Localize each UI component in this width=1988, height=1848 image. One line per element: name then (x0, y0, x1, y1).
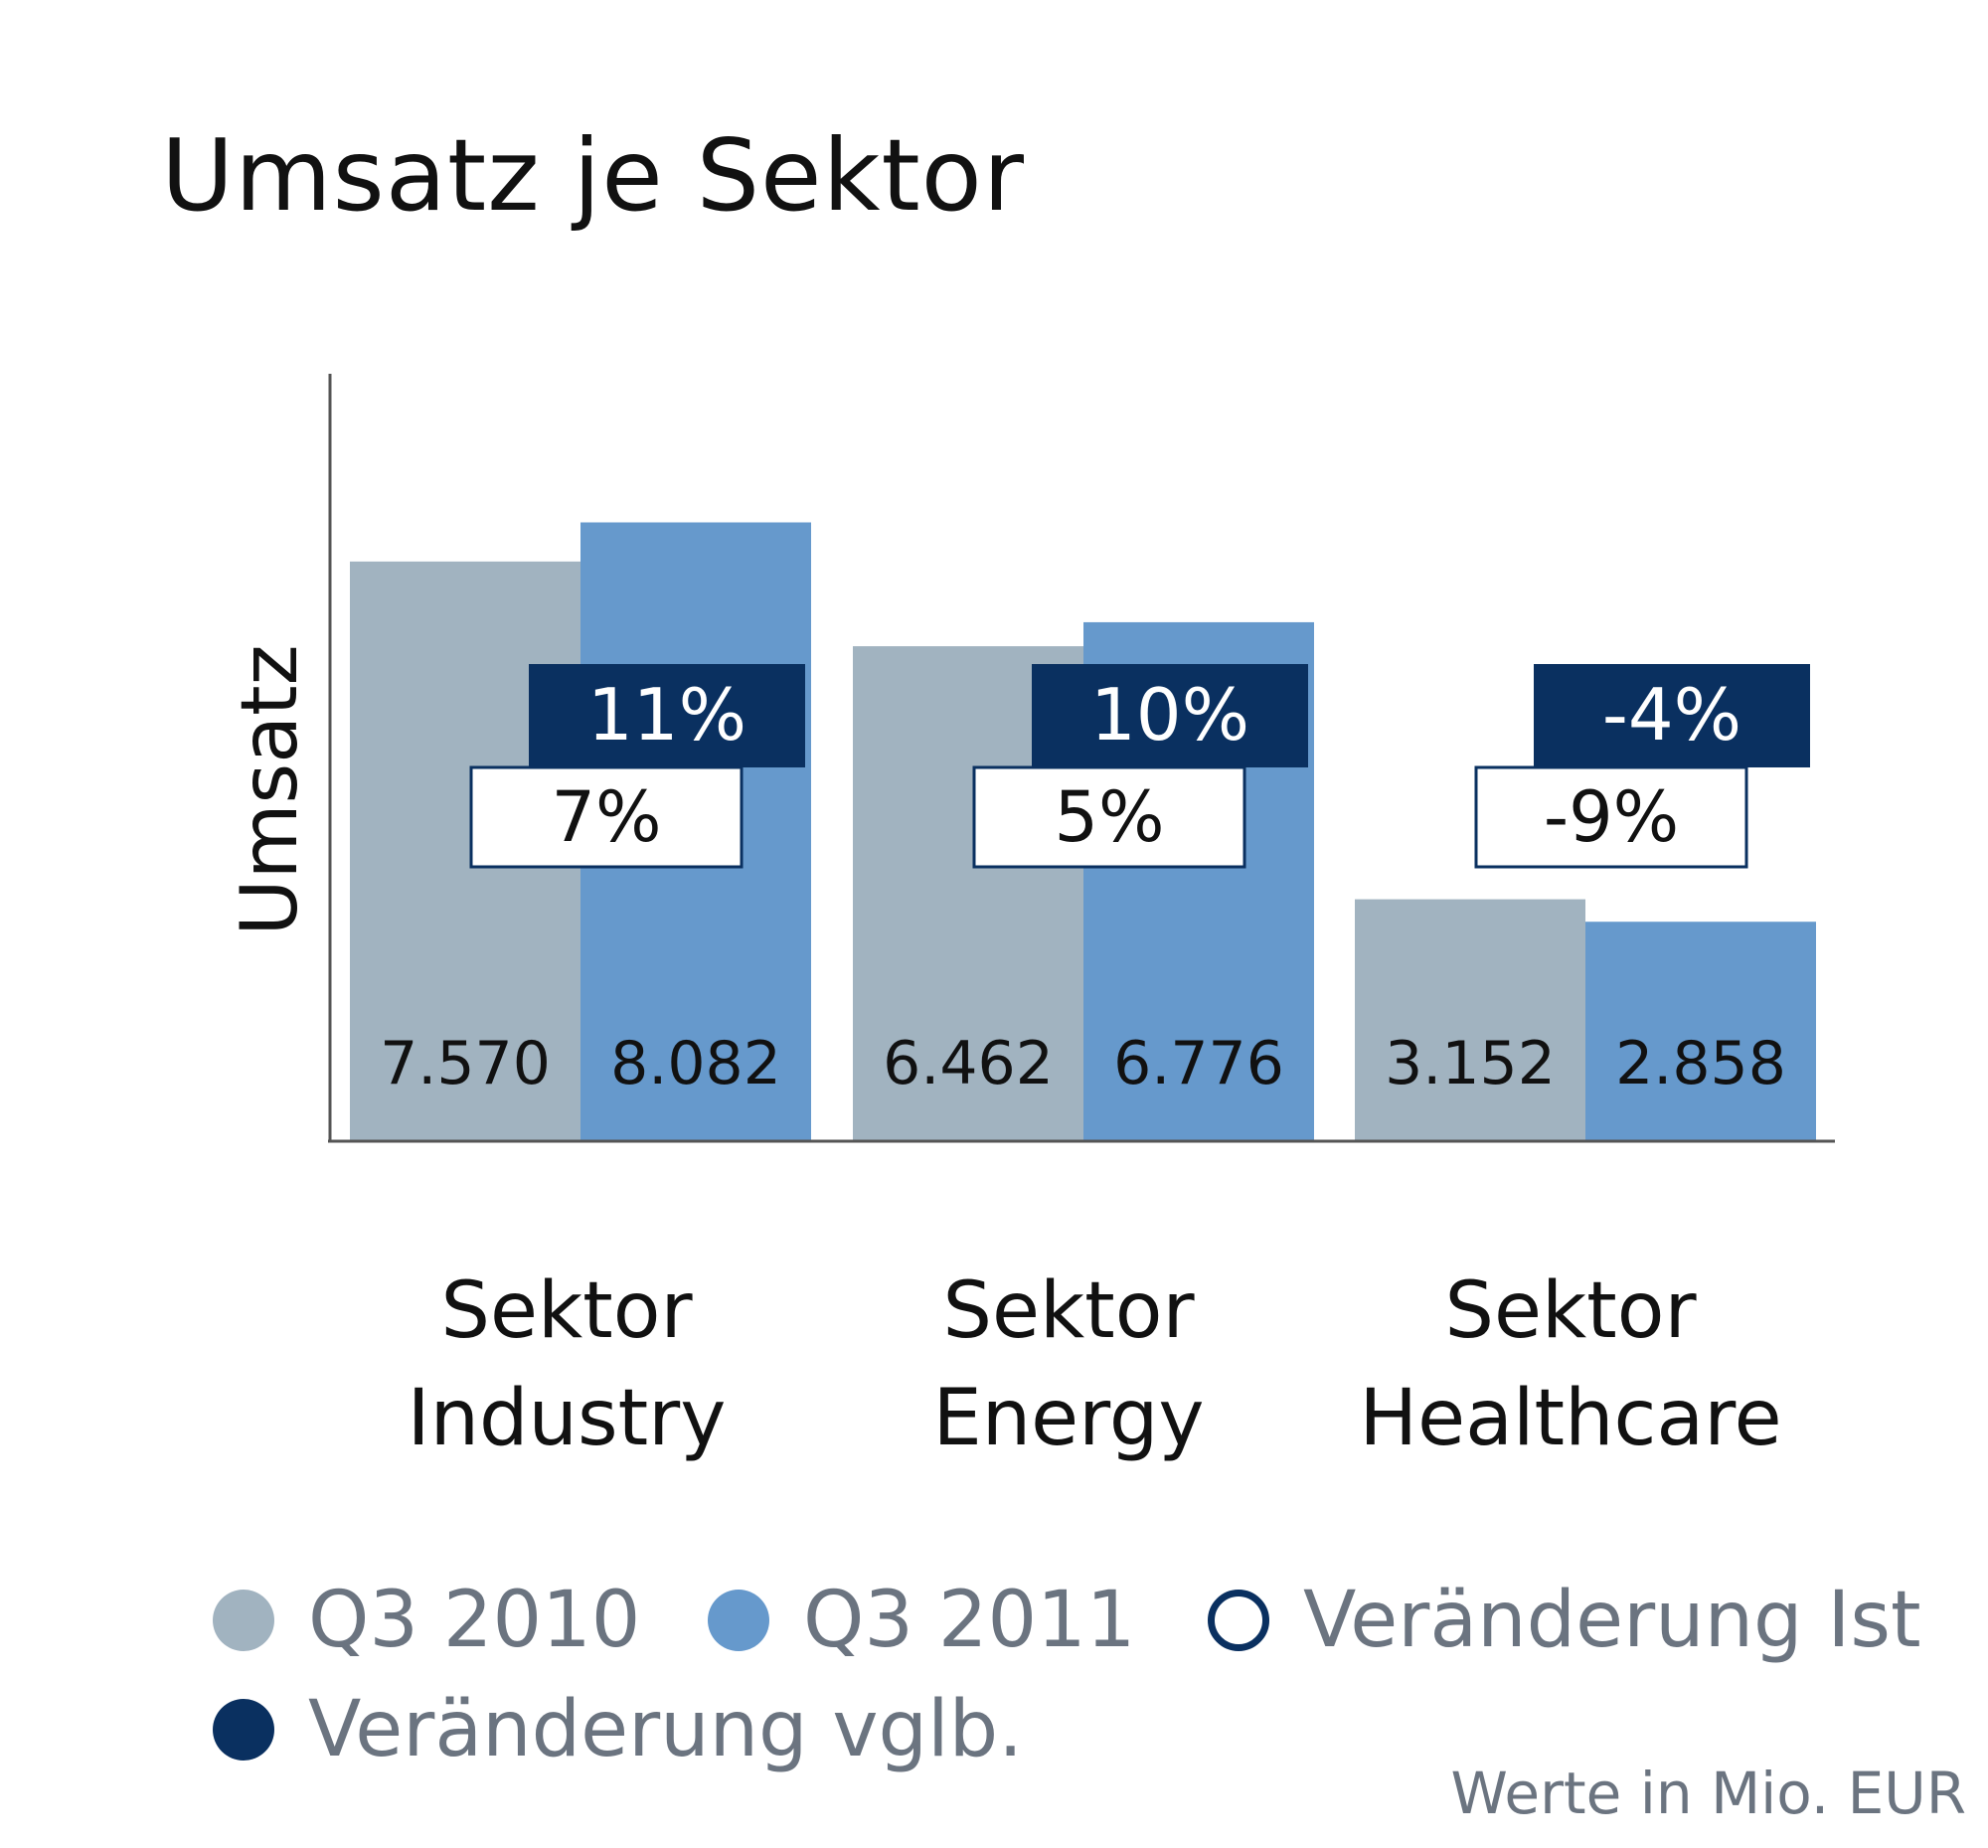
legend-label: Q3 2011 (803, 1576, 1136, 1665)
change-ist-label: 7% (551, 776, 661, 858)
legend-label: Veränderung vglb. (308, 1685, 1023, 1774)
category-label-line2: Energy (932, 1374, 1205, 1463)
legend-swatch-veraenderung-ist (1208, 1590, 1269, 1651)
change-ist-box: -9% (1474, 765, 1748, 869)
change-vglb-label: 10% (1090, 673, 1249, 756)
change-ist-box: 7% (469, 765, 744, 869)
change-vglb-box: -4% (1534, 664, 1810, 767)
change-ist-label: -9% (1544, 776, 1679, 858)
category-label-healthcare: Sektor Healthcare (1342, 1258, 1799, 1472)
bar-q3-2010 (1355, 899, 1585, 1140)
bar-value-label: 6.776 (1113, 1029, 1284, 1098)
category-label-line1: Sektor (440, 1266, 693, 1356)
change-boxes-group: 11% 7% 10% 5% -4% -9% (469, 664, 1810, 869)
change-ist-box: 5% (972, 765, 1246, 869)
value-labels-group: 7.570 8.082 6.462 6.776 3.152 2.858 (380, 1029, 1786, 1098)
category-label-line1: Sektor (942, 1266, 1195, 1356)
change-ist-label: 5% (1054, 776, 1164, 858)
axes-group (328, 374, 1835, 1143)
category-label-line1: Sektor (1444, 1266, 1697, 1356)
chart-title: Umsatz je Sektor (161, 117, 1025, 234)
change-ist-background (469, 765, 744, 869)
change-ist-background (972, 765, 1246, 869)
category-label-line2: Industry (407, 1374, 727, 1463)
change-vglb-background (1032, 664, 1308, 767)
category-label-energy: Sektor Energy (840, 1258, 1297, 1472)
legend-swatch-q3-2011 (708, 1590, 769, 1651)
category-label-line2: Healthcare (1359, 1374, 1782, 1463)
bar-q3-2011 (1585, 922, 1816, 1140)
change-vglb-background (529, 664, 805, 767)
bar-value-label: 7.570 (380, 1029, 551, 1098)
change-vglb-label: 11% (587, 673, 746, 756)
change-vglb-background (1534, 664, 1810, 767)
legend-label: Veränderung Ist (1303, 1576, 1921, 1665)
legend-swatch-veraenderung-vglb (213, 1699, 274, 1761)
bar-value-label: 2.858 (1615, 1029, 1786, 1098)
bar-value-label: 8.082 (610, 1029, 781, 1098)
change-vglb-box: 11% (529, 664, 805, 767)
bar-value-label: 6.462 (883, 1029, 1054, 1098)
change-vglb-box: 10% (1032, 664, 1308, 767)
units-note: Werte in Mio. EUR (1450, 1760, 1966, 1827)
y-axis-label: Umsatz (226, 644, 315, 935)
legend-label: Q3 2010 (308, 1576, 641, 1665)
legend-swatch-q3-2010 (213, 1590, 274, 1651)
category-label-industry: Sektor Industry (338, 1258, 795, 1472)
bar-value-label: 3.152 (1385, 1029, 1556, 1098)
change-ist-background (1474, 765, 1748, 869)
change-vglb-label: -4% (1602, 673, 1741, 756)
